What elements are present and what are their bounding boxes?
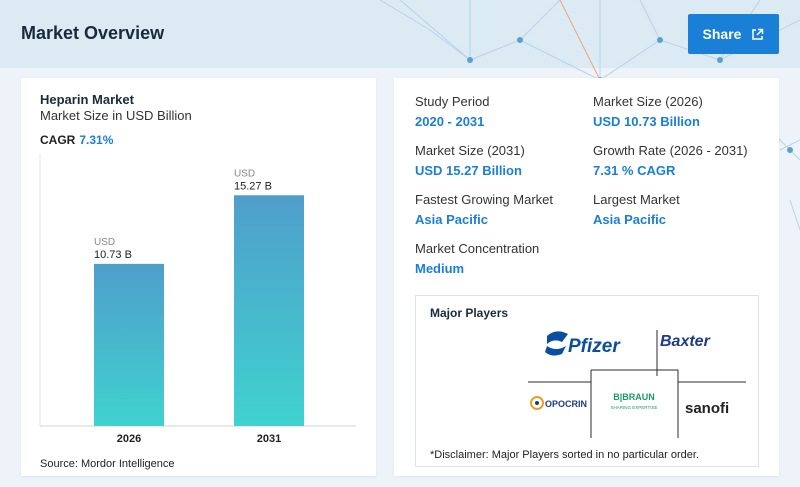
pfizer-logo: Pfizer (545, 331, 621, 357)
bbraun-logo: B|BRAUN SHARING EXPERTISE (611, 392, 658, 410)
major-players-logos: Pfizer Baxter OPOCRIN B|BRAUN SHARING EX… (528, 330, 746, 438)
stat-label: Study Period (415, 94, 490, 109)
header-bar: Market Overview Share (0, 0, 800, 68)
market-stats-card: Study Period 2020 - 2031 Market Size (20… (394, 78, 779, 476)
bar-data-label-value: 10.73 B (94, 249, 132, 261)
stat-market-size-2026: Market Size (2026) USD 10.73 Billion (593, 94, 703, 129)
logo-grid-lines (528, 330, 746, 438)
stat-label: Fastest Growing Market (415, 192, 553, 207)
stat-largest-market: Largest Market Asia Pacific (593, 192, 680, 227)
players-disclaimer: *Disclaimer: Major Players sorted in no … (430, 449, 699, 461)
chart-subtitle: Market Size in USD Billion (40, 108, 192, 123)
stat-value: Medium (415, 261, 465, 276)
market-size-chart-card: Heparin Market Market Size in USD Billio… (21, 78, 376, 476)
share-label: Share (702, 26, 742, 42)
bar-data-label-value: 15.27 B (234, 180, 272, 192)
major-players-title: Major Players (430, 306, 509, 320)
stat-value: 7.31 % CAGR (593, 163, 676, 178)
cagr-label: CAGR 7.31% (40, 133, 113, 147)
stat-value: 2020 - 2031 (415, 114, 485, 129)
stat-label: Largest Market (593, 192, 680, 207)
cagr-value: 7.31% (79, 133, 114, 147)
stat-label: Market Size (2031) (415, 143, 525, 158)
cagr-label-text: CAGR (40, 133, 76, 147)
stat-label: Growth Rate (2026 - 2031) (593, 143, 748, 158)
page-title: Market Overview (21, 23, 165, 43)
share-button[interactable]: Share (688, 14, 779, 54)
stat-market-concentration: Market Concentration Medium (415, 241, 539, 276)
stat-value: Asia Pacific (415, 212, 488, 227)
external-link-icon (752, 28, 764, 40)
stat-label: Market Size (2026) (593, 94, 703, 109)
stat-fastest-growing-market: Fastest Growing Market Asia Pacific (415, 192, 553, 227)
stat-value: USD 15.27 Billion (415, 163, 522, 178)
stat-growth-rate: Growth Rate (2026 - 2031) 7.31 % CAGR (593, 143, 748, 178)
chart-title: Heparin Market (40, 92, 134, 107)
bbraun-logo-text: B|BRAUN (613, 392, 655, 402)
opocrin-logo: OPOCRIN (530, 396, 587, 410)
x-tick-label: 2031 (257, 433, 281, 445)
chart-source: Source: Mordor Intelligence (40, 458, 175, 470)
opocrin-logo-text: OPOCRIN (545, 399, 587, 409)
bbraun-tagline: SHARING EXPERTISE (611, 405, 658, 410)
baxter-logo: Baxter (660, 333, 711, 350)
pfizer-logo-text: Pfizer (568, 336, 621, 357)
stat-label: Market Concentration (415, 241, 540, 256)
stat-study-period: Study Period 2020 - 2031 (415, 94, 489, 129)
stat-market-size-2031: Market Size (2031) USD 15.27 Billion (415, 143, 525, 178)
major-players-box: Major Players Pfizer Baxter (415, 295, 759, 467)
bar-data-label-unit: USD (94, 237, 115, 248)
bar-2026 (94, 263, 164, 426)
sanofi-logo: sanofi (685, 400, 729, 417)
stat-value: USD 10.73 Billion (593, 114, 700, 129)
x-tick-label: 2026 (117, 433, 141, 445)
stat-value: Asia Pacific (593, 212, 666, 227)
bar-data-label-unit: USD (234, 168, 255, 179)
bar-2031 (234, 195, 304, 426)
